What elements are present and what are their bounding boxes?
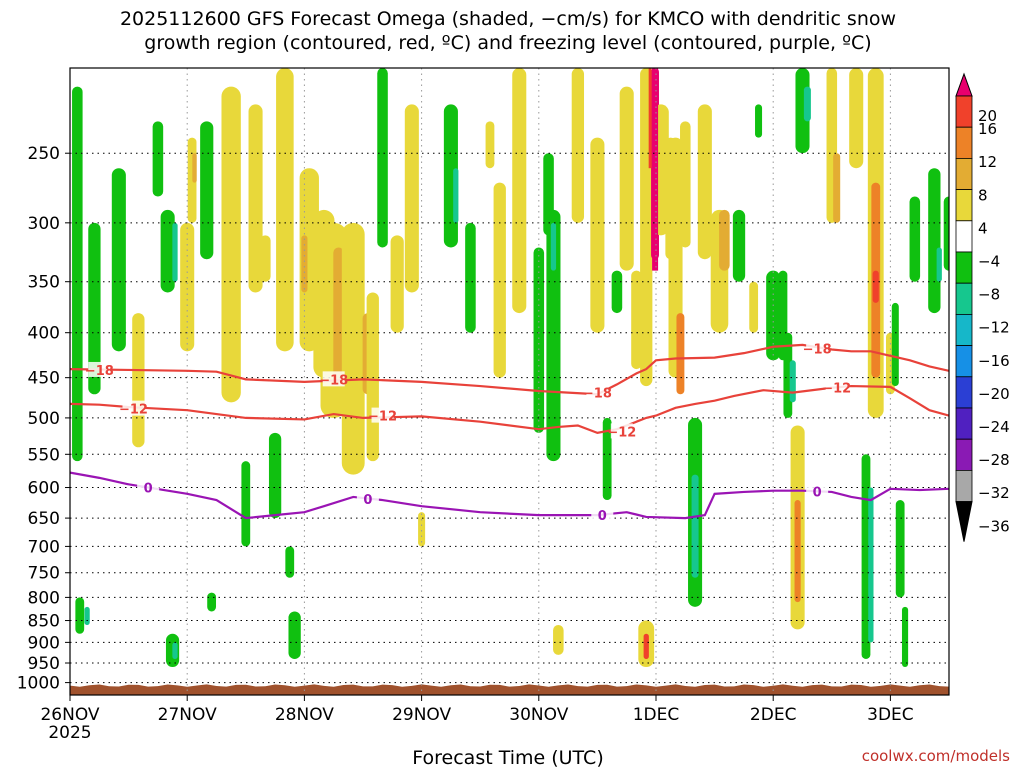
y-tick-label: 250 bbox=[28, 144, 60, 164]
colorbar-tick-label: −28 bbox=[978, 451, 1010, 469]
x-tick-label: 1DEC bbox=[633, 705, 680, 725]
colorbar-tick-label: −20 bbox=[978, 385, 1010, 403]
colorbar-tick-label: −16 bbox=[978, 352, 1010, 370]
contour-label: 0 bbox=[363, 493, 372, 508]
y-tick-label: 1000 bbox=[17, 674, 60, 694]
y-tick-label: 800 bbox=[28, 588, 60, 608]
contour-line bbox=[70, 343, 949, 396]
x-tick-label: 26NOV bbox=[40, 705, 99, 725]
x-tick-label: 2DEC bbox=[750, 705, 797, 725]
contour-label: −12 bbox=[119, 403, 148, 418]
x-tick-sublabel: 2025 bbox=[48, 723, 91, 743]
colorbar-tick-label: 8 bbox=[978, 186, 988, 204]
credit-text: coolwx.com/models bbox=[862, 747, 1010, 765]
x-tick-label: 3DEC bbox=[867, 705, 914, 725]
y-axis: 2503003504004505005506006507007508008509… bbox=[17, 144, 70, 694]
colorbar-tick-label: 20 bbox=[978, 107, 997, 125]
omega-shading bbox=[72, 68, 949, 668]
colorbar-tick-label: 16 bbox=[978, 120, 997, 138]
colorbar-tick-label: 4 bbox=[978, 219, 988, 237]
terrain-band bbox=[70, 684, 949, 695]
x-tick-label: 29NOV bbox=[392, 705, 451, 725]
colorbar-tick-label: −12 bbox=[978, 319, 1010, 337]
y-tick-label: 950 bbox=[28, 654, 60, 674]
contour-label: −18 bbox=[85, 364, 114, 379]
contour-line bbox=[70, 384, 949, 435]
contour-label: −12 bbox=[822, 382, 851, 397]
y-tick-label: 750 bbox=[28, 564, 60, 584]
contour-label: 0 bbox=[813, 485, 822, 500]
contour-label: −18 bbox=[319, 373, 348, 388]
colorbar-tick-label: −24 bbox=[978, 418, 1010, 436]
y-tick-label: 500 bbox=[28, 409, 60, 429]
x-tick-label: 30NOV bbox=[509, 705, 568, 725]
y-tick-label: 300 bbox=[28, 214, 60, 234]
chart-title-line1: 2025112600 GFS Forecast Omega (shaded, −… bbox=[120, 8, 896, 30]
chart-title-line2: growth region (contoured, red, ºC) and f… bbox=[144, 32, 871, 54]
colorbar-tick-label: −8 bbox=[978, 286, 1000, 304]
colorbar-tick-label: 12 bbox=[978, 153, 997, 171]
contour-label: 0 bbox=[144, 482, 153, 497]
colorbar-tick-label: −36 bbox=[978, 517, 1010, 535]
contour-label: −12 bbox=[607, 425, 636, 440]
x-tick-label: 27NOV bbox=[158, 705, 217, 725]
plot-frame bbox=[69, 67, 950, 696]
y-tick-label: 450 bbox=[28, 369, 60, 389]
y-tick-label: 700 bbox=[28, 537, 60, 557]
y-tick-label: 900 bbox=[28, 633, 60, 653]
contour-label: −18 bbox=[803, 343, 832, 358]
y-tick-label: 650 bbox=[28, 509, 60, 529]
x-tick-label: 28NOV bbox=[275, 705, 334, 725]
contour-label: 0 bbox=[598, 509, 607, 524]
x-axis-label: Forecast Time (UTC) bbox=[412, 747, 603, 768]
colorbar-tick-label: −4 bbox=[978, 253, 1000, 271]
y-tick-label: 350 bbox=[28, 273, 60, 293]
contour-lines: −18 −18 −18 −18 −12 −12 −12 −12 0 0 0 0 bbox=[70, 340, 949, 524]
y-tick-label: 550 bbox=[28, 445, 60, 465]
y-tick-label: 850 bbox=[28, 612, 60, 632]
contour-label: −18 bbox=[583, 387, 612, 402]
contour-label: −12 bbox=[368, 410, 397, 425]
y-tick-label: 400 bbox=[28, 324, 60, 344]
colorbar-tick-label: −32 bbox=[978, 484, 1010, 502]
y-tick-label: 600 bbox=[28, 479, 60, 499]
